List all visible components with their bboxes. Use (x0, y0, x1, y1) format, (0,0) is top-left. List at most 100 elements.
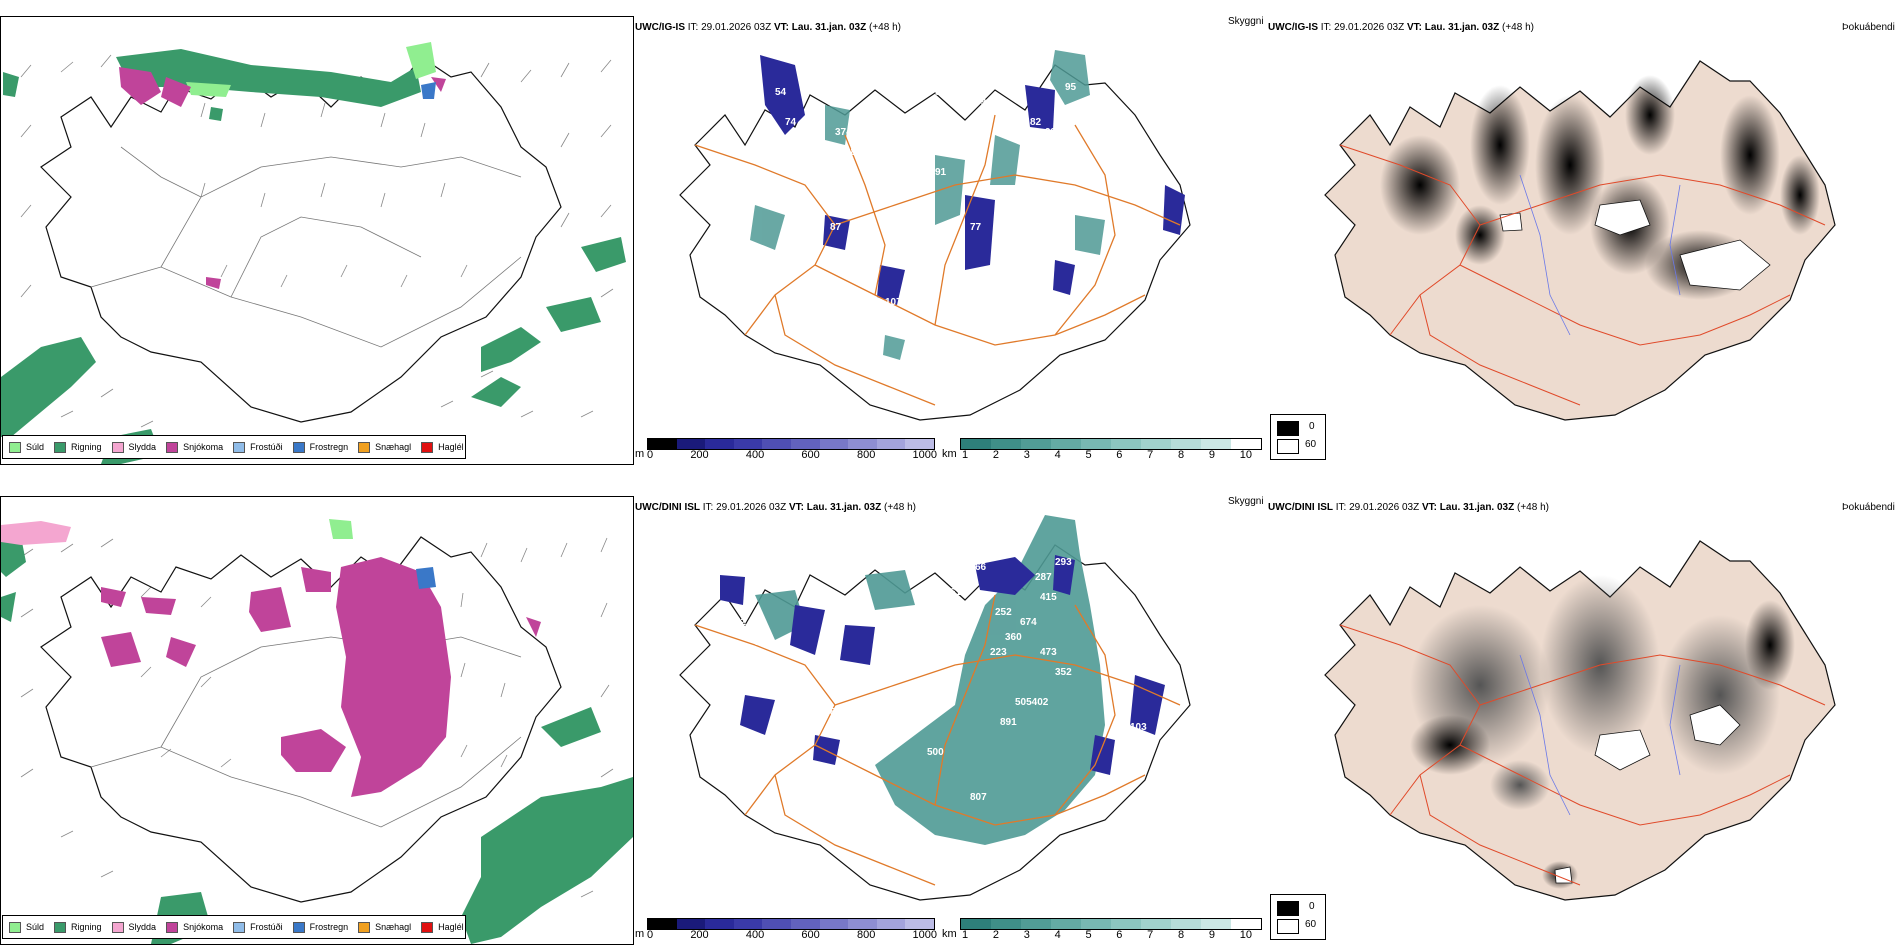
swatch-sud (9, 441, 21, 453)
svg-text:38: 38 (845, 147, 857, 158)
fog-legend-black (1277, 901, 1299, 916)
colorbar-segment (1111, 919, 1141, 929)
svg-text:807: 807 (970, 792, 987, 803)
vis-unit-m: m (635, 928, 645, 940)
visibility-map-svg-top: 54 74 68 374 38 58 79 82 99 91 87 77 107… (679, 50, 1191, 421)
colorbar-segment (1171, 919, 1201, 929)
colorbar-segment (1201, 439, 1231, 449)
legend-item: Snæhagl (358, 441, 411, 453)
colorbar-segment (790, 439, 820, 449)
svg-text:99: 99 (875, 697, 887, 708)
roads (90, 636, 522, 828)
colorbar-segment (1021, 439, 1051, 449)
svg-text:374: 374 (835, 127, 852, 138)
snow-areas (101, 557, 541, 797)
colorbar-segment (819, 919, 849, 929)
vis-colorbar-km-bar (960, 438, 1262, 450)
freezing-rain-areas (421, 82, 436, 99)
visibility-map-top: 54 74 68 374 38 58 79 82 99 91 87 77 107… (635, 35, 1265, 425)
precip-legend-bottom: Súld Rigning Slydda Snjókoma Frostúði Fr… (2, 915, 466, 939)
svg-text:107: 107 (885, 297, 902, 308)
svg-text:891: 891 (1000, 717, 1017, 728)
svg-text:96: 96 (880, 737, 892, 748)
colorbar-segment (1141, 919, 1171, 929)
colorbar-segment (1201, 919, 1231, 929)
row2-header-right: UWC/DINI ISL IT: 29.01.2026 03Z VT: Lau.… (1268, 502, 1549, 513)
fog-legend-top: 0 60 (1270, 414, 1326, 460)
colorbar-segment (762, 439, 791, 449)
vis-colorbar-m-bar (647, 438, 935, 450)
swatch-hagl (421, 441, 434, 453)
colorbar-segment (1051, 919, 1081, 929)
roads-red (1339, 624, 1826, 886)
colorbar-segment (819, 439, 849, 449)
fog-legend-low: 60 (1305, 919, 1317, 930)
svg-text:42: 42 (735, 617, 747, 628)
sleet-areas (1, 521, 71, 545)
roads-red (1339, 144, 1826, 406)
colorbar-segment (1051, 439, 1081, 449)
svg-text:223: 223 (990, 647, 1007, 658)
svg-text:360: 360 (1005, 632, 1022, 643)
svg-text:352: 352 (1055, 667, 1072, 678)
iceland-outline (40, 536, 562, 903)
fog-legend-high: 0 (1309, 901, 1315, 912)
fog-legend-high: 0 (1309, 421, 1315, 432)
colorbar-segment (705, 919, 734, 929)
svg-text:293: 293 (1055, 557, 1072, 568)
svg-text:95: 95 (1065, 82, 1077, 93)
drizzle-areas (329, 519, 353, 539)
glaciers (1554, 704, 1741, 884)
row2-header-mid: UWC/DINI ISL IT: 29.01.2026 03Z VT: Lau.… (635, 502, 916, 513)
fog-legend-white (1277, 439, 1299, 454)
svg-text:85: 85 (727, 567, 739, 578)
fog-map-bottom (1300, 515, 1900, 910)
freezing-rain-areas (416, 567, 436, 589)
vis-unit-km: km (942, 928, 957, 940)
legend-item: Snæhagl (358, 921, 411, 933)
precip-type-map-svg-top (1, 42, 626, 464)
drizzle-areas (186, 42, 436, 97)
colorbar-segment (733, 919, 763, 929)
visibility-title-2: Skyggni (1228, 496, 1264, 507)
colorbar-segment (1231, 439, 1261, 449)
colorbar-segment (1111, 439, 1141, 449)
colorbar-segment (848, 439, 877, 449)
legend-item: Snjókoma (166, 441, 223, 453)
svg-text:103: 103 (1130, 722, 1147, 733)
roads (90, 146, 522, 348)
colorbar-segment (876, 439, 906, 449)
colorbar-segment (648, 919, 677, 929)
colorbar-segment (676, 919, 706, 929)
row1-header-mid: UWC/IG-IS IT: 29.01.2026 03Z VT: Lau. 31… (635, 22, 901, 33)
lowvis-m-areas (720, 555, 1165, 775)
roads-orange (694, 594, 1181, 886)
svg-text:61: 61 (950, 587, 962, 598)
precip-legend-top: Súld Rigning Slydda Snjókoma Frostúði Fr… (2, 435, 466, 459)
rivers (1519, 654, 1681, 816)
legend-item: Slydda (111, 441, 156, 453)
glaciers (1499, 199, 1771, 291)
svg-text:99: 99 (1045, 127, 1057, 138)
visibility-map-bottom: 85 79 42 127 77 66 61 287 415 252 674 36… (635, 515, 1265, 910)
svg-text:82: 82 (1030, 117, 1042, 128)
colorbar-segment (733, 439, 763, 449)
fog-title-2: Þokuábendi (1842, 502, 1895, 513)
colorbar-segment (1081, 439, 1111, 449)
svg-text:58: 58 (935, 87, 947, 98)
fog-title-1: Þokuábendi (1842, 22, 1895, 33)
colorbar-segment (991, 439, 1021, 449)
vis-colorbar-m-top: m 0 200 400 600 800 1000 (635, 438, 937, 462)
vis-colorbar-m-bar (647, 918, 935, 930)
wind-barbs (20, 54, 614, 428)
snow-areas (119, 67, 446, 289)
colorbar-segment (790, 919, 820, 929)
fog-map-svg-top (1324, 60, 1836, 421)
colorbar-segment (961, 439, 991, 449)
svg-text:77: 77 (770, 662, 782, 673)
precip-type-map-top (0, 16, 634, 465)
legend-item: Slydda (111, 921, 156, 933)
fog-legend-white (1277, 919, 1299, 934)
fog-map-svg-bottom (1324, 540, 1836, 901)
svg-text:83: 83 (830, 707, 842, 718)
